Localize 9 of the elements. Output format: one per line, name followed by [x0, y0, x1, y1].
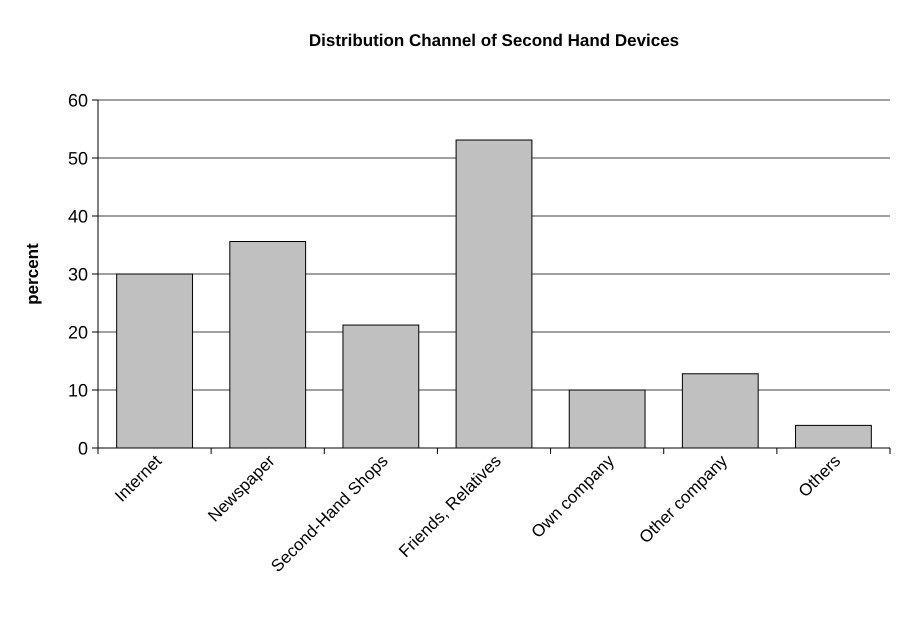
- y-tick-label: 60: [68, 90, 88, 110]
- y-axis-title: percent: [23, 242, 42, 305]
- y-tick-label: 0: [78, 438, 88, 458]
- y-tick-label: 40: [68, 206, 88, 226]
- y-tick-label: 50: [68, 148, 88, 168]
- y-tick-label: 30: [68, 264, 88, 284]
- y-tick-label: 10: [68, 380, 88, 400]
- chart-title: Distribution Channel of Second Hand Devices: [308, 31, 680, 50]
- y-tick-label: 20: [68, 322, 88, 342]
